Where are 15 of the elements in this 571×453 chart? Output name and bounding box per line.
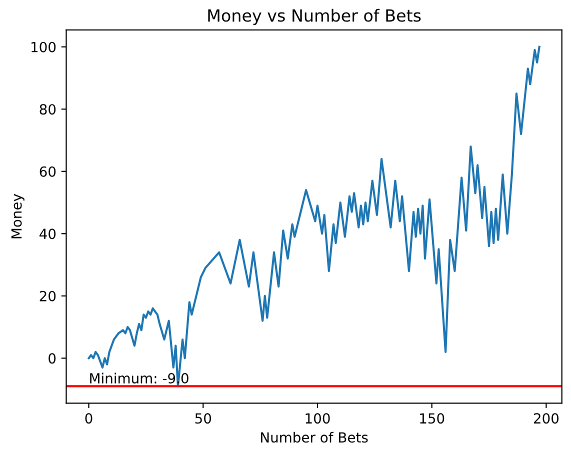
x-tick-label: 200 — [534, 413, 559, 424]
line-series — [88, 46, 540, 388]
y-tick-label: 40 — [40, 228, 56, 240]
x-tick-label: 100 — [306, 413, 330, 424]
y-tick-label: 100 — [32, 42, 56, 52]
x-tick-label: 0 — [85, 413, 92, 424]
x-axis-title: Number of Bets — [261, 432, 368, 443]
y-tick-label: 0 — [48, 353, 56, 364]
chart-title: Money vs Number of Bets — [208, 8, 421, 26]
y-axis-title: Money — [11, 194, 24, 238]
y-tick-label: 80 — [40, 104, 56, 115]
y-tick-label: 20 — [40, 290, 56, 302]
x-tick-label: 150 — [420, 413, 444, 424]
y-tick-label: 60 — [40, 166, 56, 177]
x-tick-label: 50 — [195, 413, 212, 424]
